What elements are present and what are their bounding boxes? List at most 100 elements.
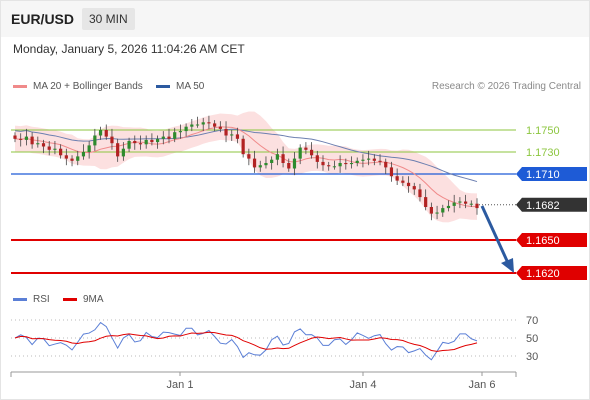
candle-body — [252, 158, 257, 168]
candle-body — [190, 124, 194, 127]
level-label: 1.1730 — [526, 147, 560, 159]
candle-body — [264, 163, 268, 166]
candle-body — [87, 145, 91, 152]
candle-body — [344, 163, 348, 165]
candle-body — [41, 143, 46, 147]
candle-body — [104, 130, 108, 137]
candle-body — [424, 197, 428, 207]
candle-body — [258, 165, 262, 168]
candle-body — [47, 146, 51, 150]
timeframe-button[interactable]: 30 MIN — [82, 8, 135, 30]
candle-body — [475, 203, 479, 209]
candle-body — [133, 141, 137, 144]
candle-body — [81, 152, 86, 157]
candle-body — [418, 189, 422, 198]
candle-body — [270, 159, 274, 163]
level-label-box — [516, 266, 587, 280]
rsi-label: RSI — [33, 294, 50, 305]
x-axis-label: Jan 6 — [469, 379, 496, 391]
candle-body — [230, 134, 234, 136]
level-label: 1.1710 — [526, 169, 560, 181]
candle-body — [144, 139, 148, 145]
candle-body — [24, 136, 29, 140]
candle-body — [224, 128, 228, 136]
rsi-level-label: 30 — [526, 351, 538, 363]
candle-body — [93, 135, 97, 146]
candle-body — [378, 160, 382, 162]
candle-body — [315, 155, 319, 162]
ma50-line — [14, 128, 478, 183]
candle-body — [116, 143, 120, 157]
candle-body — [367, 158, 371, 160]
candle-body — [161, 136, 165, 139]
candle-body — [389, 167, 394, 177]
legend-rsi: RSI — [13, 294, 50, 305]
candle-body — [469, 203, 473, 205]
candle-body — [184, 126, 188, 132]
candle-body — [127, 141, 131, 149]
level-label: 1.1650 — [526, 235, 560, 247]
candle-body — [332, 166, 337, 168]
ma20-label: MA 20 + Bollinger Bands — [33, 81, 143, 92]
candle-body — [155, 138, 160, 143]
credit-text: Research © 2026 Trading Central — [431, 81, 581, 92]
bollinger-band — [15, 111, 477, 223]
candle-body — [361, 159, 365, 161]
projection-arrow — [480, 205, 510, 264]
candle-body — [406, 182, 411, 187]
legend-9ma: 9MA — [63, 294, 104, 305]
x-axis-label: Jan 4 — [350, 379, 377, 391]
rsi-level-label: 70 — [526, 315, 538, 327]
candle-body — [395, 176, 399, 181]
candle-body — [309, 149, 314, 156]
candle-body — [150, 139, 154, 143]
candle-body — [298, 147, 302, 159]
ma50-swatch — [156, 85, 170, 88]
projection-arrow-head — [501, 258, 514, 273]
legend-ma50: MA 50 — [156, 81, 204, 92]
candle-body — [327, 165, 331, 167]
candle-body — [441, 208, 445, 213]
candle-body — [401, 180, 405, 183]
candle-body — [412, 186, 416, 190]
ma9-label: 9MA — [83, 294, 104, 305]
candle-body — [355, 160, 359, 163]
candle-body — [463, 201, 468, 204]
candle-body — [53, 148, 57, 150]
candle-body — [30, 136, 34, 145]
candle-body — [275, 154, 279, 160]
candle-body — [13, 135, 17, 139]
rsi-line — [14, 321, 478, 361]
candle-body — [207, 122, 211, 124]
candle-body — [121, 148, 125, 157]
candle-body — [247, 154, 251, 159]
level-label: 1.1620 — [526, 268, 560, 280]
ma50-label: MA 50 — [176, 81, 205, 92]
candle-body — [372, 158, 376, 161]
candle-body — [76, 156, 80, 161]
candle-body — [384, 161, 388, 168]
symbol-title: EUR/USD — [11, 11, 75, 27]
candle-body — [446, 205, 451, 209]
candle-body — [167, 136, 171, 139]
candle-body — [70, 158, 74, 161]
x-axis-label: Jan 1 — [167, 379, 194, 391]
level-label: 1.1682 — [526, 200, 560, 212]
candle-body — [458, 201, 462, 203]
candle-body — [321, 161, 325, 166]
candle-body — [138, 143, 143, 145]
candle-body — [292, 158, 297, 169]
candle-body — [110, 136, 114, 144]
datetime-label: Monday, January 5, 2026 11:04:26 AM CET — [13, 42, 245, 56]
candle-body — [304, 147, 308, 150]
candle-body — [452, 202, 456, 206]
candle-body — [64, 155, 68, 159]
candle-body — [218, 126, 222, 129]
legend-ma20: MA 20 + Bollinger Bands — [13, 81, 143, 92]
candle-body — [173, 132, 177, 139]
candle-body — [98, 130, 103, 136]
candle-body — [287, 163, 291, 169]
candle-body — [435, 212, 439, 214]
candle-body — [19, 138, 23, 140]
